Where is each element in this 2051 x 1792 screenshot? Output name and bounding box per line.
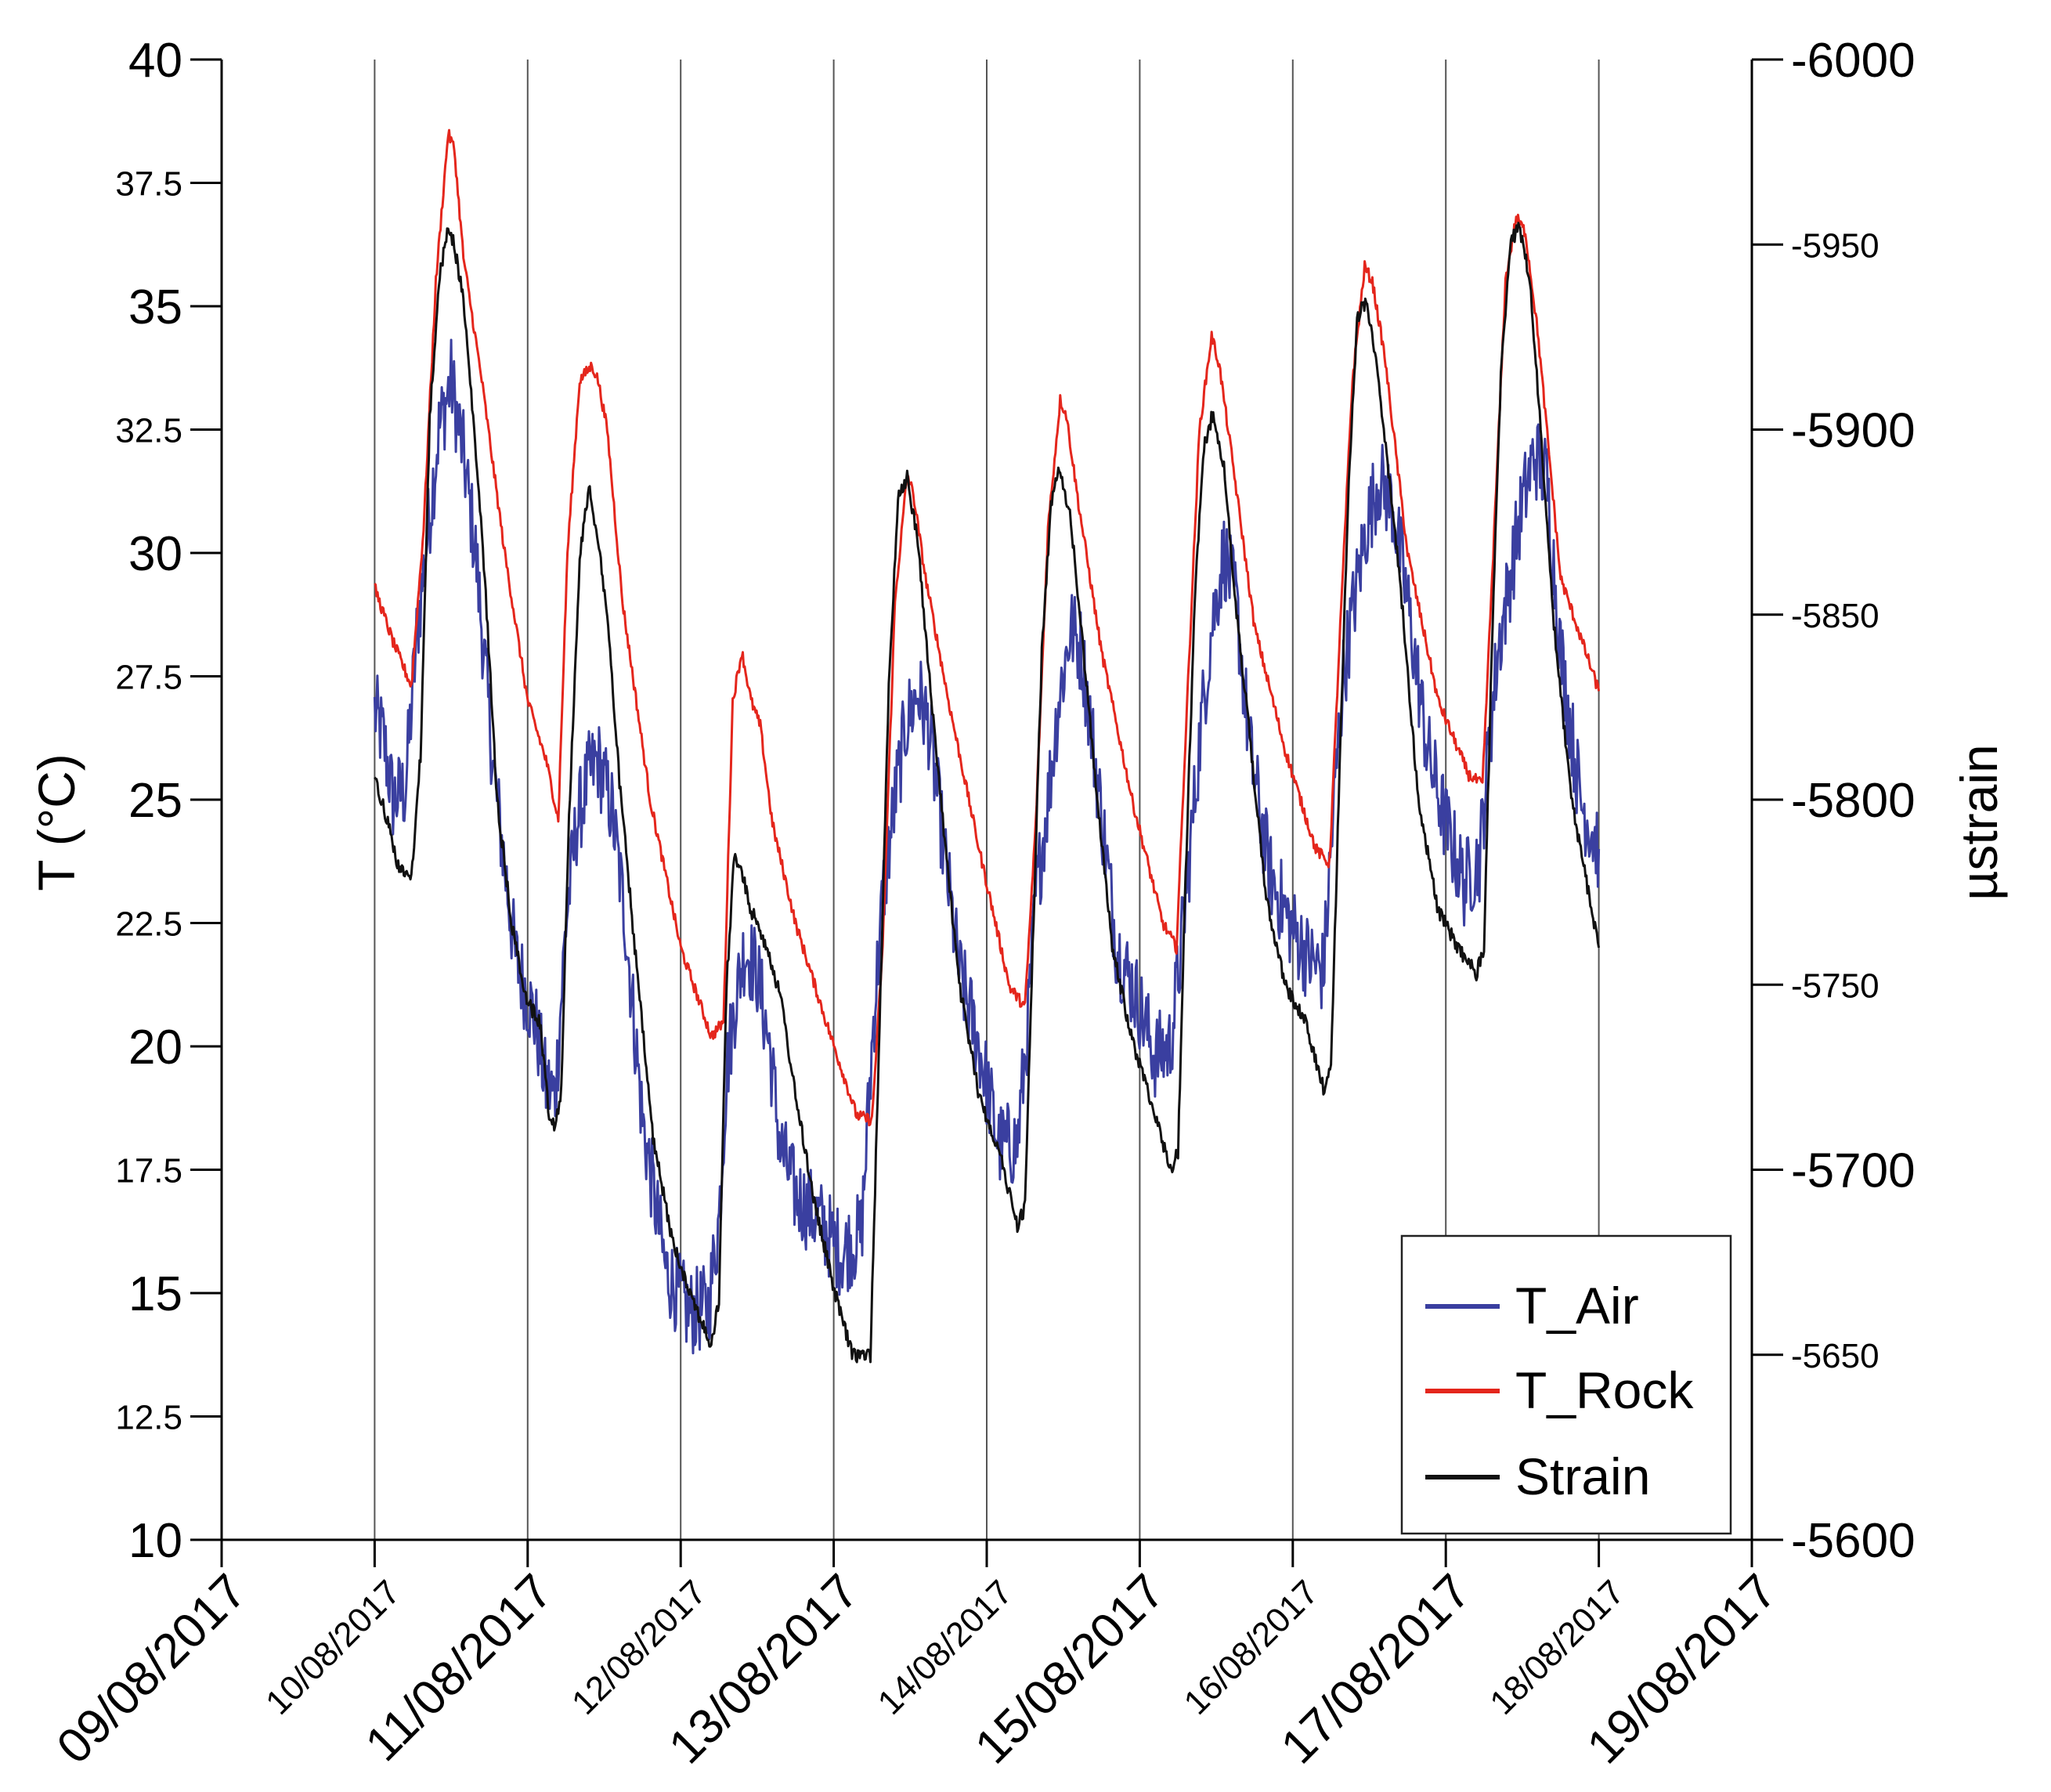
legend-label-t-air: T_Air [1515, 1277, 1639, 1335]
series-lines [373, 128, 1601, 1364]
series-line-strain [374, 222, 1601, 1364]
y2-tick-label-4: -5800 [1791, 774, 1916, 828]
left-axis-ticks: 10 12.5 15 17.5 20 22.5 25 27.5 30 32.5 35 37.5 40 [115, 34, 222, 1568]
legend-label-strain: Strain [1515, 1447, 1650, 1505]
y-tick-label-0: 10 [128, 1514, 182, 1568]
y-tick-label-1: 12.5 [115, 1399, 182, 1437]
y-tick-label-10: 35 [128, 280, 182, 334]
y2-tick-label-8: -6000 [1791, 34, 1916, 88]
x-tick-label-3: 12/08/2017 [565, 1573, 713, 1722]
x-tick-label-1: 10/08/2017 [258, 1573, 407, 1722]
y-axis-title: T (°C) [27, 753, 85, 891]
y-tick-label-9: 32.5 [115, 412, 182, 450]
vertical-gridlines [374, 60, 1600, 1540]
legend-label-t-rock: T_Rock [1515, 1361, 1694, 1419]
right-axis-ticks: -5600 -5650 -5700 -5750 -5800 -5850 -5900 -5950… [1752, 34, 1916, 1568]
y-tick-label-6: 25 [128, 774, 182, 828]
x-tick-label-7: 16/08/2017 [1177, 1573, 1326, 1722]
x-tick-label-5: 14/08/2017 [871, 1573, 1020, 1722]
y2-tick-label-7: -5950 [1791, 226, 1879, 265]
legend: T_Air T_Rock Strain [1400, 1234, 1732, 1535]
y2-tick-label-3: -5750 [1791, 966, 1879, 1005]
y-tick-label-7: 27.5 [115, 659, 182, 697]
y2-tick-label-1: -5650 [1791, 1337, 1879, 1375]
y-tick-label-2: 15 [128, 1267, 182, 1321]
y-tick-label-3: 17.5 [115, 1152, 182, 1190]
y2-tick-label-5: -5850 [1791, 597, 1879, 635]
y-tick-label-12: 40 [128, 34, 182, 88]
y2-tick-label-0: -5600 [1791, 1514, 1916, 1568]
y-tick-label-4: 20 [128, 1021, 182, 1075]
y2-tick-label-6: -5900 [1791, 404, 1916, 458]
y-tick-label-11: 37.5 [115, 165, 182, 204]
y-tick-label-5: 22.5 [115, 905, 182, 944]
y2-tick-label-2: -5700 [1791, 1144, 1916, 1198]
y2-axis-title: µstrain [1950, 744, 2008, 900]
x-tick-label-9: 18/08/2017 [1482, 1573, 1631, 1722]
legend-box [1400, 1234, 1732, 1535]
series-line-t-rock [374, 128, 1601, 1127]
x-tick-label-0: 09/08/2017 [47, 1564, 257, 1774]
y-tick-label-8: 30 [128, 527, 182, 581]
